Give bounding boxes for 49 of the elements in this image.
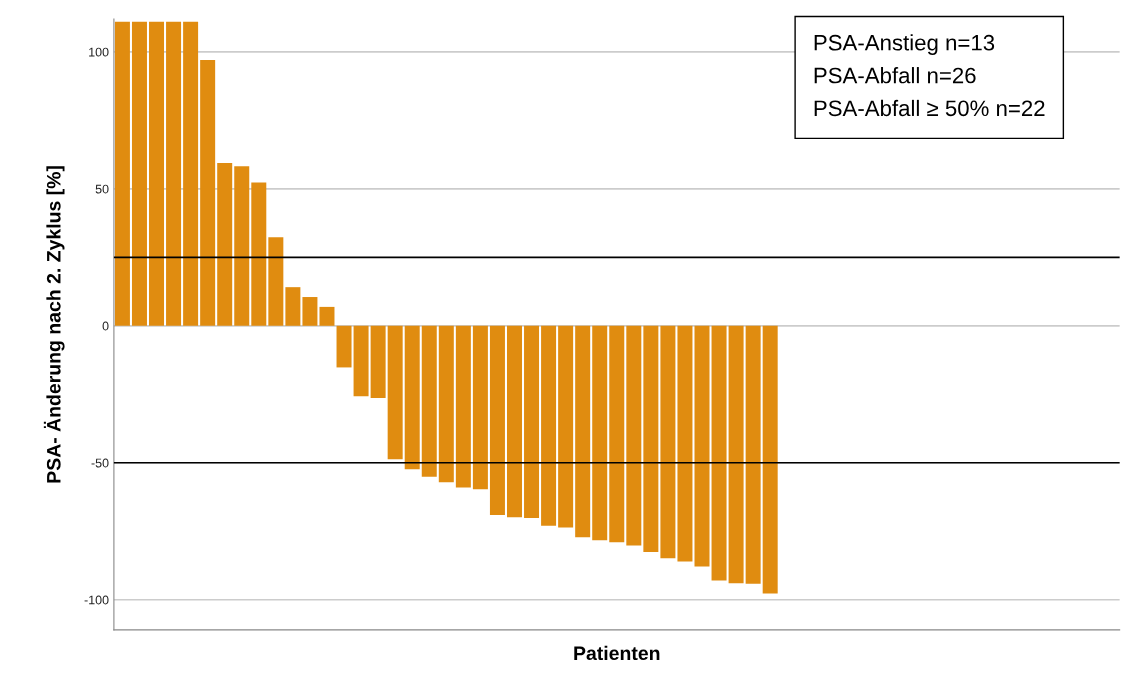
bar [506,325,522,518]
bar [694,325,710,567]
y-tick-label: 100 [89,47,109,57]
bar [336,325,352,368]
y-tick-label: -50 [91,458,109,468]
annotation: PSA-Abfall ≥ 50% n=22 [814,99,1045,117]
bar [200,60,216,326]
bar [660,325,676,559]
y-tick-label: 50 [95,184,109,194]
bar [711,325,727,581]
bar [472,325,488,490]
bar [626,325,642,546]
bar [217,163,233,326]
annotation: PSA-Anstieg n=13 [814,34,995,55]
bar [728,325,744,584]
bar [558,325,574,528]
bar [302,297,318,326]
bar [745,325,761,584]
bar [183,21,199,326]
bar [114,21,130,326]
bar [234,166,250,326]
bar [541,325,557,526]
bar [166,21,182,326]
bar [131,21,147,326]
bar [524,325,540,519]
bar [762,325,778,594]
bar [421,325,437,477]
bar [455,325,471,488]
annotation: PSA-Abfall n=26 [814,67,976,84]
bar [677,325,693,562]
bar [489,325,505,516]
bar [438,325,454,483]
y-axis-title: PSA- Änderung nach 2. Zyklus [%] [43,166,65,483]
bar [575,325,591,538]
y-tick-label: -100 [84,595,109,605]
bar [643,325,659,553]
bar [353,325,369,397]
bar [370,325,386,399]
bar [404,325,420,470]
bar [285,287,301,326]
bar [387,325,403,460]
bar [268,237,284,326]
bar [609,325,625,543]
x-axis-title: Patienten [574,645,660,661]
bar [149,21,165,326]
bar [592,325,608,541]
bar [251,182,267,326]
y-tick-label: 0 [102,321,109,331]
bar [319,306,335,326]
